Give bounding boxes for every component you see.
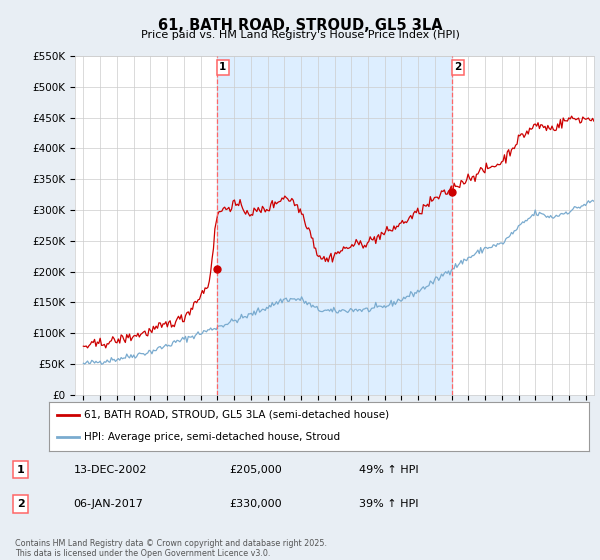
Text: 13-DEC-2002: 13-DEC-2002 <box>74 465 147 475</box>
Bar <box>217 56 452 395</box>
Text: Contains HM Land Registry data © Crown copyright and database right 2025.
This d: Contains HM Land Registry data © Crown c… <box>15 539 327 558</box>
Text: £205,000: £205,000 <box>229 465 282 475</box>
Text: 06-JAN-2017: 06-JAN-2017 <box>74 499 143 509</box>
Text: 1: 1 <box>17 465 25 475</box>
Text: £330,000: £330,000 <box>229 499 282 509</box>
Text: 2: 2 <box>17 499 25 509</box>
Text: 1: 1 <box>219 62 226 72</box>
Text: 61, BATH ROAD, STROUD, GL5 3LA: 61, BATH ROAD, STROUD, GL5 3LA <box>158 18 442 33</box>
Text: 61, BATH ROAD, STROUD, GL5 3LA (semi-detached house): 61, BATH ROAD, STROUD, GL5 3LA (semi-det… <box>85 410 389 420</box>
Text: 39% ↑ HPI: 39% ↑ HPI <box>359 499 418 509</box>
Text: Price paid vs. HM Land Registry's House Price Index (HPI): Price paid vs. HM Land Registry's House … <box>140 30 460 40</box>
Text: 49% ↑ HPI: 49% ↑ HPI <box>359 465 418 475</box>
Text: 2: 2 <box>455 62 462 72</box>
Text: HPI: Average price, semi-detached house, Stroud: HPI: Average price, semi-detached house,… <box>85 432 340 442</box>
